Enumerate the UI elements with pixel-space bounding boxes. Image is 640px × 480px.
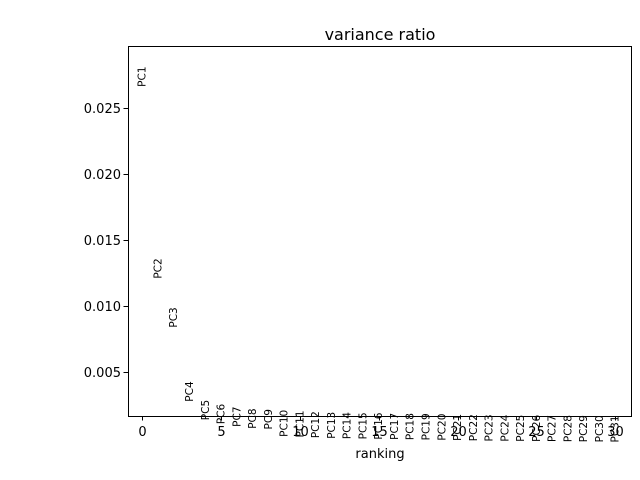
pc-point-label: PC8 (247, 408, 259, 428)
pc-point-label: PC31 (610, 415, 622, 442)
pc-point-label: PC15 (357, 412, 369, 439)
pc-point-label: PC6 (216, 404, 228, 425)
y-tick-label: 0.010 (84, 300, 121, 315)
chart-title: variance ratio (325, 25, 436, 44)
x-tick-label: 25 (528, 425, 545, 440)
pc-point-label: PC18 (405, 413, 417, 440)
y-tick-label: 0.015 (84, 234, 121, 249)
x-tick-label: 15 (371, 425, 388, 440)
pc-point-label: PC26 (531, 414, 543, 441)
pc-point-label: PC13 (326, 412, 338, 439)
x-tick-label: 5 (217, 425, 225, 440)
pc-point-label: PC23 (484, 414, 496, 441)
pc-point-label: PC19 (421, 413, 433, 440)
pc-point-label: PC1 (137, 66, 149, 86)
pc-point-label: PC16 (373, 412, 385, 439)
y-tick-label: 0.005 (84, 366, 121, 381)
pc-point-label: PC30 (594, 415, 606, 442)
pc-point-label: PC17 (389, 413, 401, 440)
pc-point-label: PC28 (562, 415, 574, 442)
x-tick-label: 20 (450, 425, 467, 440)
x-tick-label: 0 (138, 425, 146, 440)
pc-point-label: PC10 (279, 410, 291, 437)
y-tick-label: 0.020 (84, 168, 121, 183)
pc-point-label: PC20 (436, 414, 448, 441)
x-axis: 0 5 10 15 20 25 30 (138, 416, 624, 440)
pc-point-label: PC3 (168, 307, 180, 327)
pc-point-label: PC2 (152, 258, 164, 278)
pc-point-label: PC29 (578, 415, 590, 442)
pc-point-label: PC11 (294, 410, 306, 437)
pc-point-label: PC21 (452, 414, 464, 441)
pc-point-label: PC25 (515, 415, 527, 442)
y-tick-label: 0.025 (84, 102, 121, 117)
x-tick-label: 30 (607, 425, 624, 440)
pc-point-label: PC4 (184, 381, 196, 402)
pc-point-label: PC22 (468, 414, 480, 441)
x-axis-title: ranking (355, 447, 404, 462)
pc-point-label: PC9 (263, 409, 275, 429)
y-axis: 0.005 0.010 0.015 0.020 0.025 (84, 102, 128, 381)
pc-point-label: PC14 (342, 412, 354, 439)
pc-point-label: PC5 (200, 400, 212, 420)
pc-point-label: PC12 (310, 411, 322, 438)
pc-point-label: PC27 (547, 415, 559, 442)
pc-point-label: PC24 (499, 414, 511, 441)
x-tick-label: 10 (292, 425, 309, 440)
